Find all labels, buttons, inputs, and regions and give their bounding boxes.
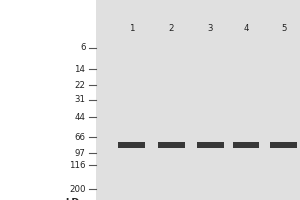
Bar [96,0,300,200]
Text: 31: 31 [74,96,86,104]
Text: 66: 66 [74,132,86,142]
Text: 3: 3 [208,24,213,33]
Bar [270,142,297,148]
Bar [118,142,145,148]
Bar [233,142,259,148]
Text: 200: 200 [69,184,85,194]
Bar [197,142,224,148]
Text: kDa: kDa [65,198,85,200]
Text: 14: 14 [74,64,86,73]
Text: 4: 4 [243,24,249,33]
Text: 22: 22 [74,81,86,90]
Text: 5: 5 [281,24,286,33]
Text: 6: 6 [80,44,86,52]
Bar [158,142,185,148]
Text: 2: 2 [169,24,174,33]
Text: 44: 44 [74,112,86,121]
Text: 97: 97 [75,148,86,158]
Text: 116: 116 [69,160,85,170]
Text: 1: 1 [129,24,134,33]
